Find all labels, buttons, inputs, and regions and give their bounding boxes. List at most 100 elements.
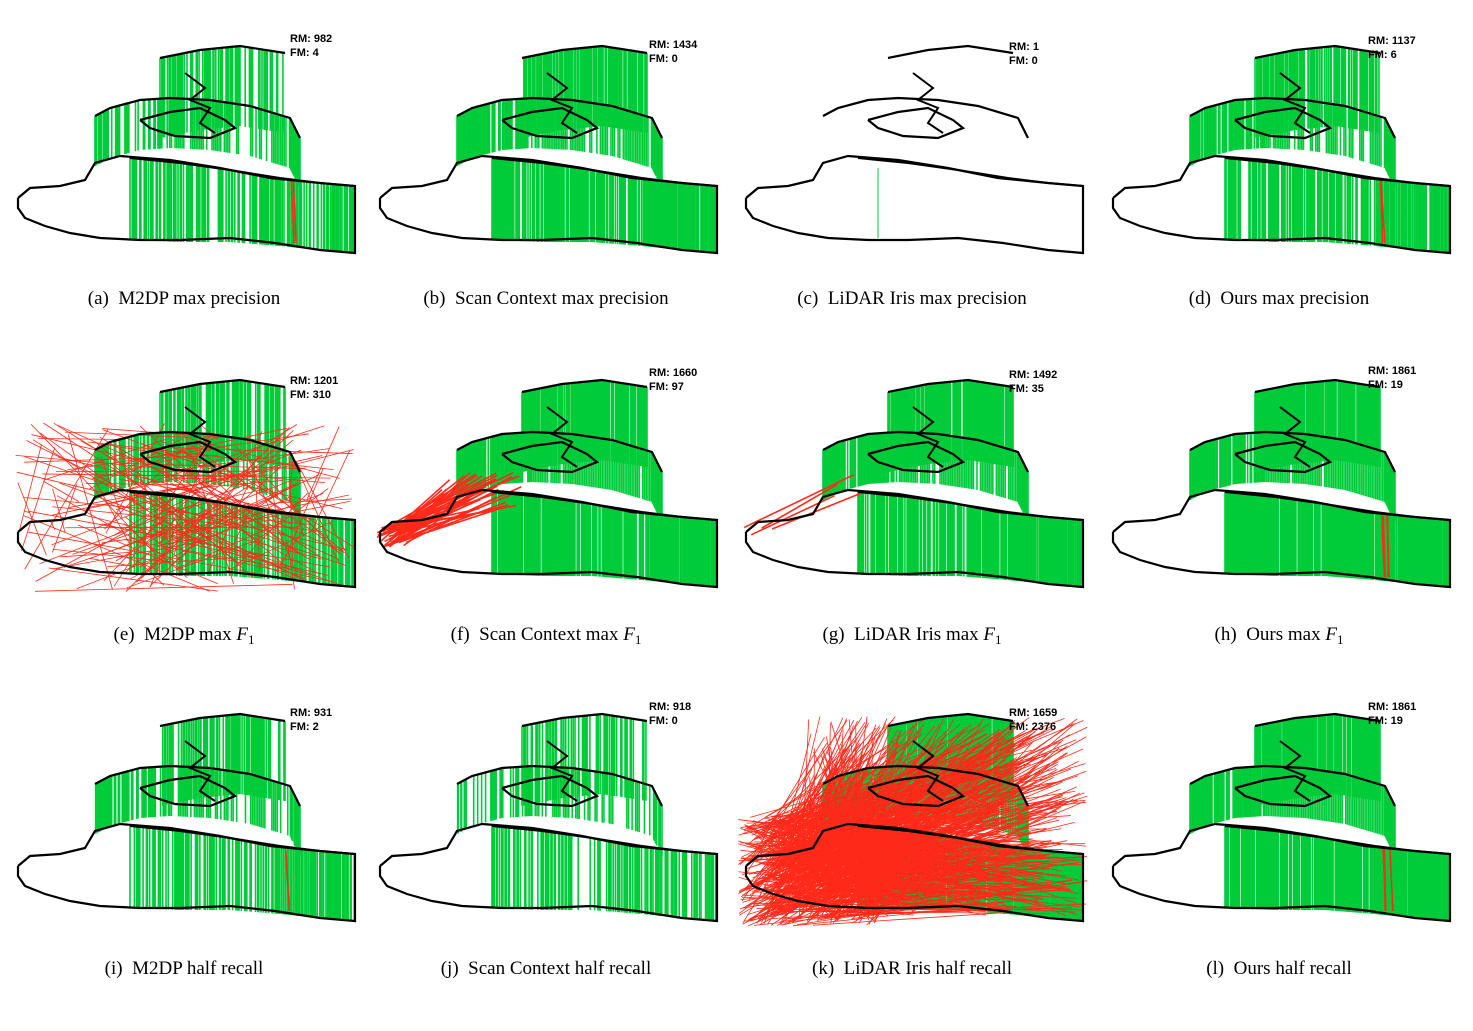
- fm-count: FM: 2: [290, 720, 332, 734]
- front-trajectory: [130, 826, 355, 854]
- trajectory-plot-h: [1095, 362, 1463, 642]
- match-lines: [457, 380, 717, 588]
- match-lines: [457, 46, 717, 254]
- stats-d: RM: 1137 FM: 6: [1368, 34, 1416, 62]
- stats-i: RM: 931 FM: 2: [290, 706, 332, 734]
- caption-text: M2DP half recall: [132, 958, 263, 979]
- caption-label: (c): [797, 288, 818, 309]
- fm-count: FM: 19: [1368, 378, 1416, 392]
- squiggle-trajectory: [913, 73, 943, 133]
- panel-f: RM: 1660 FM: 97 (f) Scan Context max F1: [362, 362, 730, 697]
- caption-e: (e) M2DP max F1: [0, 624, 368, 646]
- fm-count: FM: 0: [649, 714, 691, 728]
- trajectory-plot-g: [728, 362, 1096, 642]
- rm-count: RM: 1434: [649, 38, 697, 52]
- caption-text: Scan Context max: [479, 624, 618, 645]
- ground-trajectory: [746, 156, 1083, 253]
- stats-g: RM: 1492 FM: 35: [1009, 368, 1057, 396]
- rm-count: RM: 1492: [1009, 368, 1057, 382]
- caption-d: (d) Ours max precision: [1095, 288, 1463, 310]
- trajectory-plot-b: [362, 28, 730, 308]
- caption-text: LiDAR Iris max precision: [828, 288, 1027, 309]
- caption-text: Scan Context max precision: [455, 288, 669, 309]
- fm-count: FM: 6: [1368, 48, 1416, 62]
- f1-symbol: F: [623, 624, 635, 645]
- stats-h: RM: 1861 FM: 19: [1368, 364, 1416, 392]
- caption-j: (j) Scan Context half recall: [362, 958, 730, 980]
- match-lines: [95, 46, 355, 254]
- fm-count: FM: 35: [1009, 382, 1057, 396]
- rm-count: RM: 931: [290, 706, 332, 720]
- caption-a: (a) M2DP max precision: [0, 288, 368, 310]
- stats-f: RM: 1660 FM: 97: [649, 366, 697, 394]
- f1-symbol: F: [1325, 624, 1337, 645]
- match-lines: [1190, 380, 1450, 588]
- caption-b: (b) Scan Context max precision: [362, 288, 730, 310]
- false-match-line: [772, 492, 865, 530]
- inner-loop-trajectory: [868, 108, 963, 138]
- f1-subscript: 1: [635, 632, 642, 647]
- panel-d: RM: 1137 FM: 6 (d) Ours max precision: [1095, 28, 1463, 363]
- rm-count: RM: 1660: [649, 366, 697, 380]
- upper-trajectory: [888, 46, 1013, 58]
- caption-label: (d): [1189, 288, 1211, 309]
- f1-symbol: F: [236, 624, 248, 645]
- caption-label: (g): [822, 624, 844, 645]
- fm-count: FM: 310: [290, 388, 338, 402]
- rm-count: RM: 1137: [1368, 34, 1416, 48]
- trajectory-plot-e: [0, 362, 368, 642]
- panel-e: RM: 1201 FM: 310 (e) M2DP max F1: [0, 362, 368, 697]
- fm-count: FM: 4: [290, 46, 332, 60]
- panel-i: RM: 931 FM: 2 (i) M2DP half recall: [0, 696, 368, 1031]
- match-lines: [96, 714, 355, 922]
- front-trajectory: [858, 158, 1083, 186]
- stats-c: RM: 1 FM: 0: [1009, 40, 1039, 68]
- panel-h: RM: 1861 FM: 19 (h) Ours max F1: [1095, 362, 1463, 697]
- fm-count: FM: 0: [1009, 54, 1039, 68]
- caption-i: (i) M2DP half recall: [0, 958, 368, 980]
- caption-g: (g) LiDAR Iris max F1: [728, 624, 1096, 646]
- stats-j: RM: 918 FM: 0: [649, 700, 691, 728]
- trajectory: [746, 46, 1083, 253]
- false-match-line: [744, 475, 854, 528]
- stats-a: RM: 982 FM: 4: [290, 32, 332, 60]
- caption-text: LiDAR Iris max: [854, 624, 979, 645]
- trajectory-plot-f: [362, 362, 730, 642]
- trajectory-plot-j: [362, 696, 730, 976]
- rm-count: RM: 1861: [1368, 364, 1416, 378]
- caption-text: M2DP max: [144, 624, 231, 645]
- match-lines: [1190, 46, 1450, 254]
- rm-count: RM: 1201: [290, 374, 338, 388]
- trajectory-plot-a: [0, 28, 368, 308]
- rm-count: RM: 918: [649, 700, 691, 714]
- false-match-line: [44, 481, 79, 501]
- trajectory-plot-i: [0, 696, 368, 976]
- false-match-line: [751, 496, 834, 535]
- f1-subscript: 1: [248, 632, 255, 647]
- panel-g: RM: 1492 FM: 35 (g) LiDAR Iris max F1: [728, 362, 1096, 697]
- f1-symbol: F: [983, 624, 995, 645]
- fm-count: FM: 0: [649, 52, 697, 66]
- f1-subscript: 1: [1337, 632, 1344, 647]
- rm-count: RM: 982: [290, 32, 332, 46]
- panel-a: RM: 982 FM: 4 (a) M2DP max precision: [0, 28, 368, 363]
- match-lines: [458, 714, 717, 922]
- caption-label: (e): [114, 624, 135, 645]
- rm-count: RM: 1: [1009, 40, 1039, 54]
- panel-j: RM: 918 FM: 0 (j) Scan Context half reca…: [362, 696, 730, 1031]
- caption-label: (i): [105, 958, 123, 979]
- trajectory-plot-d: [1095, 28, 1463, 308]
- caption-text: Scan Context half recall: [468, 958, 651, 979]
- caption-h: (h) Ours max F1: [1095, 624, 1463, 646]
- trajectory-plot-c: [728, 28, 1096, 308]
- caption-text: Ours max: [1246, 624, 1320, 645]
- caption-label: (a): [88, 288, 109, 309]
- caption-label: (f): [451, 624, 470, 645]
- fm-count: FM: 97: [649, 380, 697, 394]
- caption-text: Ours max precision: [1220, 288, 1369, 309]
- stats-e: RM: 1201 FM: 310: [290, 374, 338, 402]
- caption-label: (j): [441, 958, 459, 979]
- caption-label: (b): [423, 288, 445, 309]
- false-match-line: [1388, 516, 1389, 577]
- caption-text: M2DP max precision: [118, 288, 280, 309]
